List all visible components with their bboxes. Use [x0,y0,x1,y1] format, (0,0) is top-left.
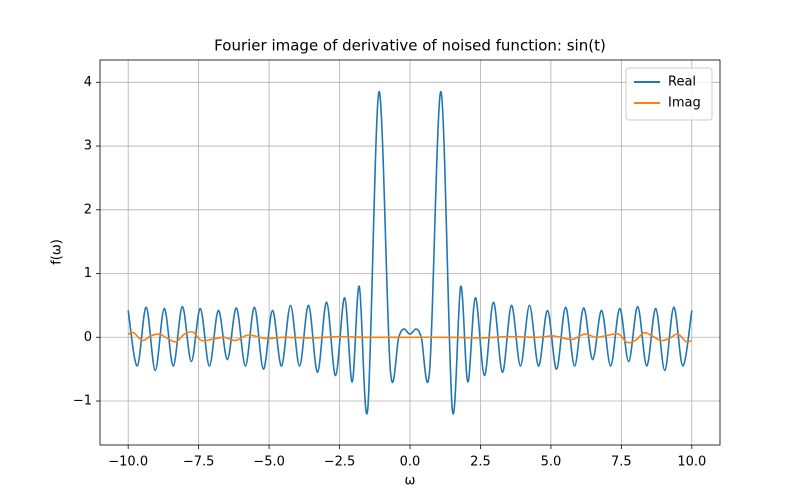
line-series [127,331,693,344]
y-tick-label: 0 [84,330,92,345]
chart-title: Fourier image of derivative of noised fu… [214,37,606,55]
x-tick-label: 10.0 [677,455,706,470]
y-tick-label: 3 [84,139,92,154]
x-tick-label: −5.0 [253,455,285,470]
legend-label: Imag [668,96,701,111]
x-tick-label: 7.5 [611,455,632,470]
y-tick-label: 1 [84,266,92,281]
legend-label: Real [668,75,696,90]
x-tick-label: −2.5 [324,455,356,470]
y-axis-label: f(ω) [50,239,65,265]
x-axis-label: ω [405,474,416,489]
x-tick-label: 2.5 [470,455,491,470]
y-tick-label: 2 [84,202,92,217]
y-tick-label: −1 [73,394,92,409]
plot-frame [99,59,721,446]
x-tick-label: 0.0 [400,455,421,470]
x-tick-label: −7.5 [183,455,215,470]
line-series [127,91,693,415]
y-tick-label: 4 [84,75,92,90]
x-tick-label: −10.0 [108,455,148,470]
x-tick-label: 5.0 [541,455,562,470]
